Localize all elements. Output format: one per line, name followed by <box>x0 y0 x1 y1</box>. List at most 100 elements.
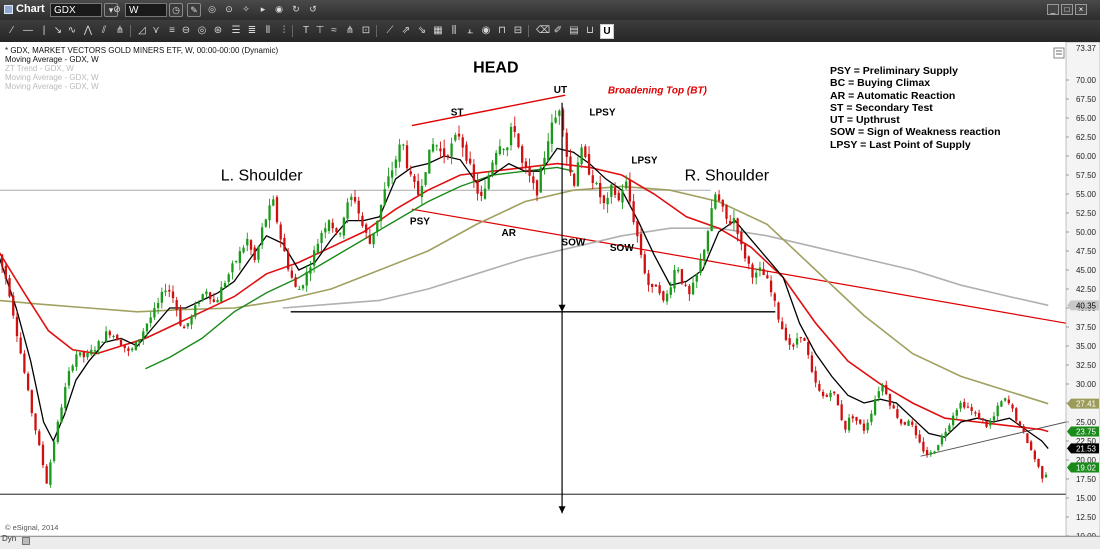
candle-body <box>699 260 702 273</box>
candle-body <box>769 280 773 293</box>
legend-zt-trend-line[interactable]: ZT Trend - GDX, W <box>5 64 74 73</box>
panel-menu-icon[interactable] <box>1053 47 1065 59</box>
y-tick-label: 35.00 <box>1076 342 1097 351</box>
eye-icon[interactable]: ◉ <box>481 25 491 36</box>
candle-body <box>379 204 383 222</box>
ellipse-icon[interactable]: ⊖ <box>181 25 191 36</box>
y-tick-label: 22.50 <box>1076 437 1097 446</box>
fib-arcs-icon[interactable]: ◎ <box>197 25 207 36</box>
settings-icon[interactable] <box>22 537 30 545</box>
note-icon[interactable]: ⊟ <box>513 25 523 36</box>
fib-icon[interactable]: ≡ <box>169 25 175 36</box>
candle-body <box>684 284 687 286</box>
channel-icon[interactable]: ⫽ <box>101 25 107 36</box>
candle-body <box>829 392 832 398</box>
ruler-icon[interactable]: ⫠ <box>466 25 474 36</box>
draw-tools-icon[interactable]: ◎ <box>208 4 216 14</box>
zoom-icon[interactable]: ⊙ <box>225 4 233 14</box>
candle-body <box>290 270 294 278</box>
pitchfork-icon[interactable]: ⋔ <box>345 25 355 36</box>
andrews-icon[interactable]: ⋔ <box>115 25 125 36</box>
candle-body <box>677 269 680 272</box>
symbol-input[interactable]: GDX <box>50 3 102 17</box>
candle-body <box>450 143 453 157</box>
comment-icon[interactable]: ▤ <box>569 25 579 36</box>
candle-body <box>298 288 301 290</box>
fan-icon[interactable]: ⋎ <box>152 25 160 36</box>
erase-icon[interactable]: ⌫ <box>536 25 551 36</box>
candlestick-layer <box>0 107 1048 488</box>
candle-body <box>654 284 658 287</box>
candle-body <box>45 466 48 484</box>
candle-body <box>435 145 438 147</box>
candle-body <box>929 452 932 455</box>
candle-body <box>1007 399 1010 404</box>
candle-body <box>573 173 576 186</box>
candle-body <box>513 126 516 132</box>
vertical-line-icon[interactable]: | <box>42 25 46 36</box>
shape-icon[interactable]: ◿ <box>138 25 146 36</box>
play-icon[interactable]: ▸ <box>260 4 266 14</box>
legend-symbol-line[interactable]: * GDX, MARKET VECTORS GOLD MINERS ETF, W… <box>5 46 279 55</box>
interval-input[interactable]: W <box>125 3 167 17</box>
candle-body <box>610 184 613 197</box>
candle-body <box>896 409 899 418</box>
cycle-icon[interactable]: ⦀ <box>265 25 271 36</box>
unlock-icon[interactable]: U <box>600 24 614 39</box>
candle-body <box>205 291 208 295</box>
candle-body <box>142 331 145 340</box>
legend-ma-line[interactable]: Moving Average - GDX, W <box>5 73 99 82</box>
wave-icon[interactable]: ∿ <box>67 25 77 36</box>
clock-icon[interactable]: ◷ <box>169 3 183 17</box>
candle-body <box>361 215 364 226</box>
trend-icon[interactable]: ⟋ <box>386 25 394 36</box>
symbol-dropdown-icon[interactable]: ▾ <box>104 3 118 17</box>
chart-panel[interactable]: HEAD L. Shoulder R. Shoulder Broadening Top… <box>0 41 1100 548</box>
candle-body <box>480 191 483 196</box>
candle-body <box>977 412 981 420</box>
close-icon[interactable]: × <box>1075 4 1087 15</box>
fib-retrace-icon[interactable]: ☰ <box>231 25 241 36</box>
candle-body <box>112 335 115 337</box>
sync-icon[interactable]: ◉ <box>275 4 283 14</box>
candle-body <box>253 247 256 261</box>
maximize-icon[interactable]: □ <box>1061 4 1073 15</box>
arrow-up-icon[interactable]: ⇗ <box>401 25 411 36</box>
refresh-icon[interactable]: ↻ <box>292 4 300 14</box>
ray-icon[interactable]: ↘ <box>53 25 63 36</box>
tool-icon[interactable]: ⊡ <box>361 25 371 36</box>
bars-icon[interactable]: ⫼ <box>451 25 457 36</box>
chart-app-icon <box>4 5 13 14</box>
rotate-icon[interactable]: ↺ <box>309 4 317 14</box>
polyline-icon[interactable]: ⋀ <box>83 25 93 36</box>
candle-body <box>409 171 412 175</box>
link-icon[interactable]: ⊘ <box>113 4 121 14</box>
magnet-icon[interactable]: ⊓ <box>498 25 506 36</box>
candle-body <box>353 196 357 202</box>
line-tool-icon[interactable]: ⁄ <box>11 25 13 36</box>
horizontal-line-icon[interactable]: — <box>23 25 33 36</box>
legend-ma-line[interactable]: Moving Average - GDX, W <box>5 55 99 64</box>
pencil-icon[interactable]: ✎ <box>187 3 201 17</box>
minimize-icon[interactable]: _ <box>1047 4 1059 15</box>
window-title: Chart <box>16 3 45 15</box>
speed-icon[interactable]: ⫶ <box>282 25 286 36</box>
candle-body <box>587 154 591 175</box>
text-box-icon[interactable]: ⊤ <box>315 25 325 36</box>
levels-icon[interactable]: ≣ <box>247 25 257 36</box>
candle-body <box>981 418 984 420</box>
regression-icon[interactable]: ≈ <box>331 25 337 36</box>
gann-icon[interactable]: ⊛ <box>213 25 223 36</box>
lock-icon[interactable]: ⊔ <box>586 25 594 36</box>
cursor-icon[interactable]: ✧ <box>242 4 250 14</box>
grid-icon[interactable]: ▦ <box>433 25 443 36</box>
candle-body <box>127 348 130 351</box>
price-marker-label: 21.53 <box>1076 444 1097 453</box>
candle-body <box>34 413 37 431</box>
price-marker-box <box>1067 398 1099 409</box>
drawing-toolbar: ⁄ — | ↘ ∿ ⋀ ⫽ ⋔ ◿ ⋎ ≡ ⊖ ◎ ⊛ ☰ ≣ ⦀ ⫶ T ⊤ … <box>0 20 1100 61</box>
text-icon[interactable]: T <box>302 25 310 36</box>
brush-icon[interactable]: ✐ <box>553 25 563 36</box>
arrow-down-icon[interactable]: ⇘ <box>417 25 427 36</box>
legend-ma-line[interactable]: Moving Average - GDX, W <box>5 82 99 91</box>
